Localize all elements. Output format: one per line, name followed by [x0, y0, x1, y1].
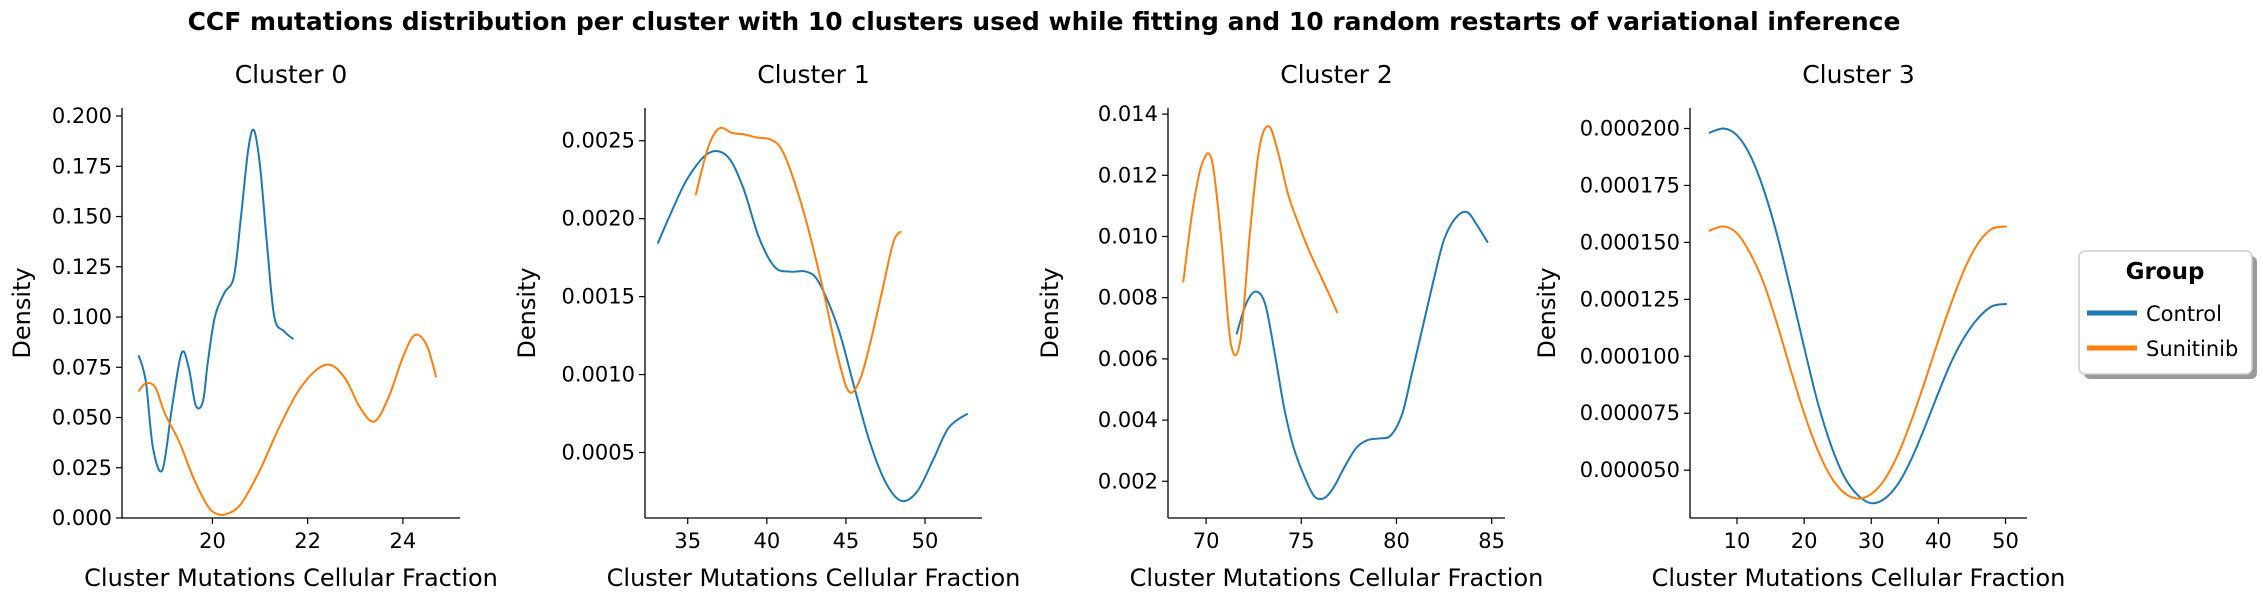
- density-curve-sunitinib: [1182, 125, 1339, 357]
- y-tick-label: 0.000050: [1580, 458, 1680, 482]
- x-tick-label: 85: [1478, 529, 1505, 553]
- y-tick-label: 0.006: [1098, 347, 1158, 371]
- density-curve-sunitinib: [694, 126, 903, 394]
- y-tick-label: 0.0005: [562, 441, 635, 465]
- chart-panel-3: Cluster 3 10 20 30 40 50 0.000050 0.000075 0.000…: [1533, 60, 2065, 592]
- density-curve-control: [137, 128, 295, 473]
- y-tick-label: 0.002: [1098, 469, 1158, 493]
- x-tick-label: 50: [912, 529, 939, 553]
- density-curve-sunitinib: [1708, 225, 2008, 500]
- x-tick-label: 45: [833, 529, 860, 553]
- y-axis-label: Density: [513, 267, 541, 358]
- x-tick-label: 50: [1992, 529, 2019, 553]
- y-tick-label: 0.075: [52, 355, 112, 379]
- x-axis-label: Cluster Mutations Cellular Fraction: [607, 564, 1021, 592]
- y-tick-label: 0.100: [52, 305, 112, 329]
- y-tick-label: 0.010: [1098, 225, 1158, 249]
- y-tick-label: 0.0010: [562, 363, 635, 387]
- y-tick-label: 0.000175: [1580, 173, 1680, 197]
- legend: Group Control Sunitinib: [2078, 250, 2257, 379]
- x-tick-label: 20: [1791, 529, 1818, 553]
- x-axis-label: Cluster Mutations Cellular Fraction: [1652, 564, 2066, 592]
- x-tick-label: 30: [1858, 529, 1885, 553]
- x-tick-label: 24: [390, 529, 417, 553]
- y-axis-label: Density: [8, 267, 36, 358]
- chart-title: Cluster 0: [235, 60, 348, 89]
- x-axis-label: Cluster Mutations Cellular Fraction: [1130, 564, 1544, 592]
- y-tick-label: 0.000125: [1580, 287, 1680, 311]
- y-tick-label: 0.050: [52, 406, 112, 430]
- x-tick-label: 40: [1925, 529, 1952, 553]
- density-curve-control: [656, 150, 969, 503]
- y-tick-label: 0.000: [52, 506, 112, 530]
- chart-title: Cluster 2: [1280, 60, 1393, 89]
- x-axis-label: Cluster Mutations Cellular Fraction: [84, 564, 498, 592]
- y-tick-label: 0.125: [52, 255, 112, 279]
- chart-title: Cluster 3: [1802, 60, 1915, 89]
- y-tick-label: 0.175: [52, 154, 112, 178]
- y-tick-label: 0.150: [52, 205, 112, 229]
- legend-label-sunitinib: Sunitinib: [2146, 337, 2238, 361]
- figure-title: CCF mutations distribution per cluster w…: [188, 7, 1901, 36]
- x-tick-label: 22: [294, 529, 321, 553]
- y-tick-label: 0.0020: [562, 207, 635, 231]
- x-tick-label: 40: [753, 529, 780, 553]
- chart-panel-1: Cluster 1 35 40 45 50 0.0005 0.0010 0.0015 0.002…: [513, 60, 1020, 592]
- y-tick-label: 0.025: [52, 456, 112, 480]
- chart-panels: Cluster 0 20 22 24 0.000 0.025 0.050 0.075 0.100…: [8, 60, 2065, 592]
- chart-panel-2: Cluster 2 70 75 80 85 0.002 0.004 0.006 0.008 0.0…: [1036, 60, 1543, 592]
- y-tick-label: 0.000075: [1580, 401, 1680, 425]
- y-axis-label: Density: [1036, 267, 1064, 358]
- chart-panel-0: Cluster 0 20 22 24 0.000 0.025 0.050 0.075 0.100…: [8, 60, 498, 592]
- y-tick-label: 0.200: [52, 104, 112, 128]
- x-tick-label: 20: [199, 529, 226, 553]
- y-axis-label: Density: [1533, 267, 1561, 358]
- legend-box: [2078, 250, 2253, 375]
- chart-title: Cluster 1: [757, 60, 870, 89]
- x-tick-label: 75: [1288, 529, 1315, 553]
- y-tick-label: 0.0025: [562, 129, 635, 153]
- x-tick-label: 80: [1383, 529, 1410, 553]
- x-tick-label: 70: [1193, 529, 1220, 553]
- density-curve-sunitinib: [137, 333, 438, 517]
- y-tick-label: 0.000200: [1580, 117, 1680, 141]
- x-tick-label: 35: [674, 529, 701, 553]
- legend-title: Group: [2126, 259, 2205, 285]
- x-tick-label: 10: [1724, 529, 1751, 553]
- y-tick-label: 0.012: [1098, 163, 1158, 187]
- y-tick-label: 0.008: [1098, 286, 1158, 310]
- y-tick-label: 0.004: [1098, 408, 1158, 432]
- y-tick-label: 0.000150: [1580, 230, 1680, 254]
- density-curve-control: [1235, 210, 1489, 501]
- density-curve-control: [1708, 127, 2008, 505]
- y-tick-label: 0.014: [1098, 102, 1158, 126]
- y-tick-label: 0.000100: [1580, 344, 1680, 368]
- y-tick-label: 0.0015: [562, 285, 635, 309]
- legend-label-control: Control: [2146, 302, 2222, 326]
